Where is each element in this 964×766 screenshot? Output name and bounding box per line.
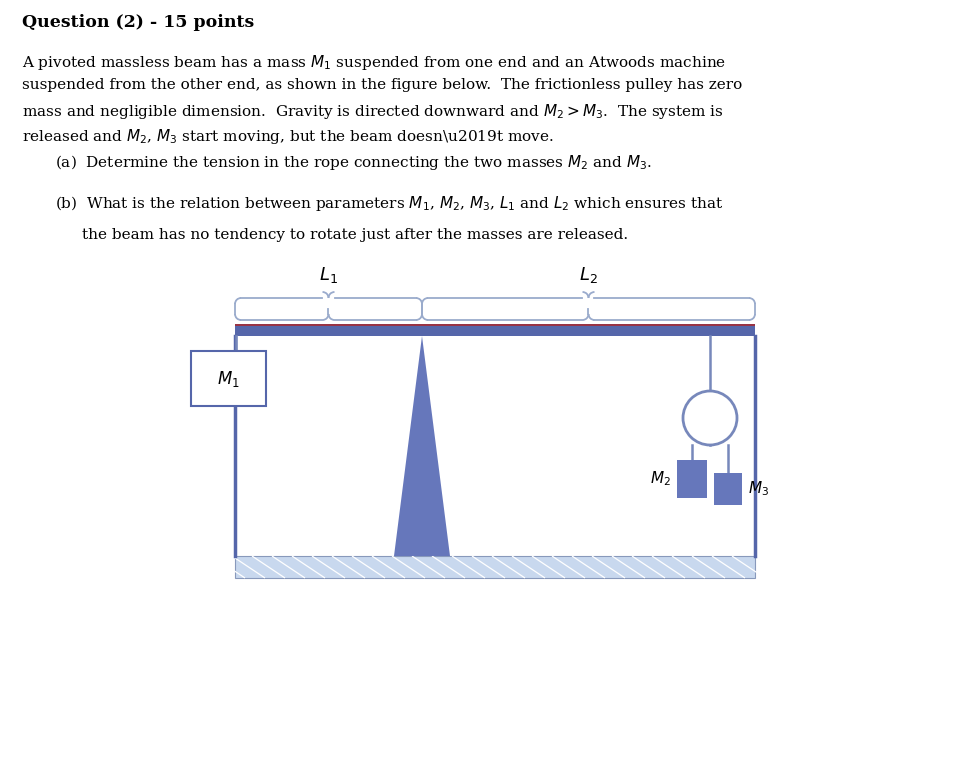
Text: mass and negligible dimension.  Gravity is directed downward and $M_2 > M_3$.  T: mass and negligible dimension. Gravity i… xyxy=(22,102,724,121)
Text: A pivoted massless beam has a mass $M_1$ suspended from one end and an Atwoods m: A pivoted massless beam has a mass $M_1$… xyxy=(22,53,726,72)
Text: $L_1$: $L_1$ xyxy=(319,265,338,285)
Text: $M_2$: $M_2$ xyxy=(650,470,671,489)
Bar xyxy=(714,473,742,505)
Text: (a)  Determine the tension in the rope connecting the two masses $M_2$ and $M_3$: (a) Determine the tension in the rope co… xyxy=(55,153,652,172)
Text: Question (2) - 15 points: Question (2) - 15 points xyxy=(22,14,254,31)
Bar xyxy=(191,351,266,406)
Bar xyxy=(235,324,755,326)
Text: $L_2$: $L_2$ xyxy=(579,265,598,285)
Bar xyxy=(677,460,707,498)
Text: released and $M_2$, $M_3$ start moving, but the beam doesn\u2019t move.: released and $M_2$, $M_3$ start moving, … xyxy=(22,126,554,146)
Bar xyxy=(235,556,755,578)
Text: the beam has no tendency to rotate just after the masses are released.: the beam has no tendency to rotate just … xyxy=(82,228,629,242)
Text: suspended from the other end, as shown in the figure below.  The frictionless pu: suspended from the other end, as shown i… xyxy=(22,77,742,91)
Bar xyxy=(235,324,755,336)
Text: $M_1$: $M_1$ xyxy=(217,368,240,388)
Polygon shape xyxy=(394,336,450,556)
Text: $M_3$: $M_3$ xyxy=(748,480,769,499)
Text: (b)  What is the relation between parameters $M_1$, $M_2$, $M_3$, $L_1$ and $L_2: (b) What is the relation between paramet… xyxy=(55,194,723,213)
Circle shape xyxy=(683,391,737,445)
